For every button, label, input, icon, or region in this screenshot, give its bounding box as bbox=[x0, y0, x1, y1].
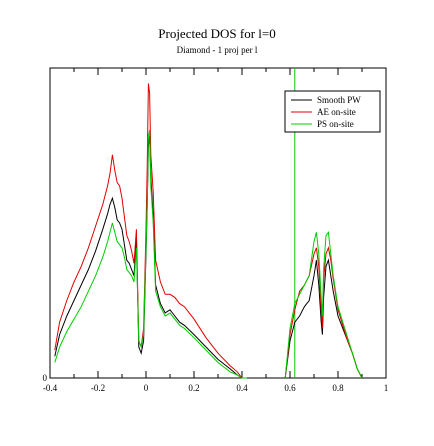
series-layer bbox=[54, 83, 363, 379]
x-tick-label: 0.6 bbox=[284, 383, 296, 393]
legend-label-ae-on-site: AE on-site bbox=[317, 107, 356, 117]
x-tick-label: -0.4 bbox=[43, 383, 58, 393]
x-tick-label: 0.8 bbox=[332, 383, 344, 393]
y-tick-label: 0 bbox=[43, 373, 48, 383]
legend: Smooth PW AE on-site PS on-site bbox=[284, 90, 381, 133]
series-line-ps-on-site bbox=[54, 129, 363, 379]
chart-subtitle: Diamond - 1 proj per l bbox=[177, 45, 258, 55]
axis-ticks: -0.4 -0.2 0 0.2 0.4 0.6 0.8 1 0 bbox=[43, 68, 389, 393]
x-tick-label: 0.4 bbox=[236, 383, 248, 393]
x-tick-label: 0.2 bbox=[188, 383, 199, 393]
x-tick-label: 1 bbox=[384, 383, 389, 393]
series-line-smooth-pw bbox=[54, 136, 363, 379]
legend-label-smooth-pw: Smooth PW bbox=[317, 95, 361, 105]
x-tick-label: 0 bbox=[144, 383, 149, 393]
legend-label-ps-on-site: PS on-site bbox=[317, 119, 354, 129]
x-tick-label: -0.2 bbox=[91, 383, 105, 393]
chart-title: Projected DOS for l=0 bbox=[158, 26, 275, 41]
